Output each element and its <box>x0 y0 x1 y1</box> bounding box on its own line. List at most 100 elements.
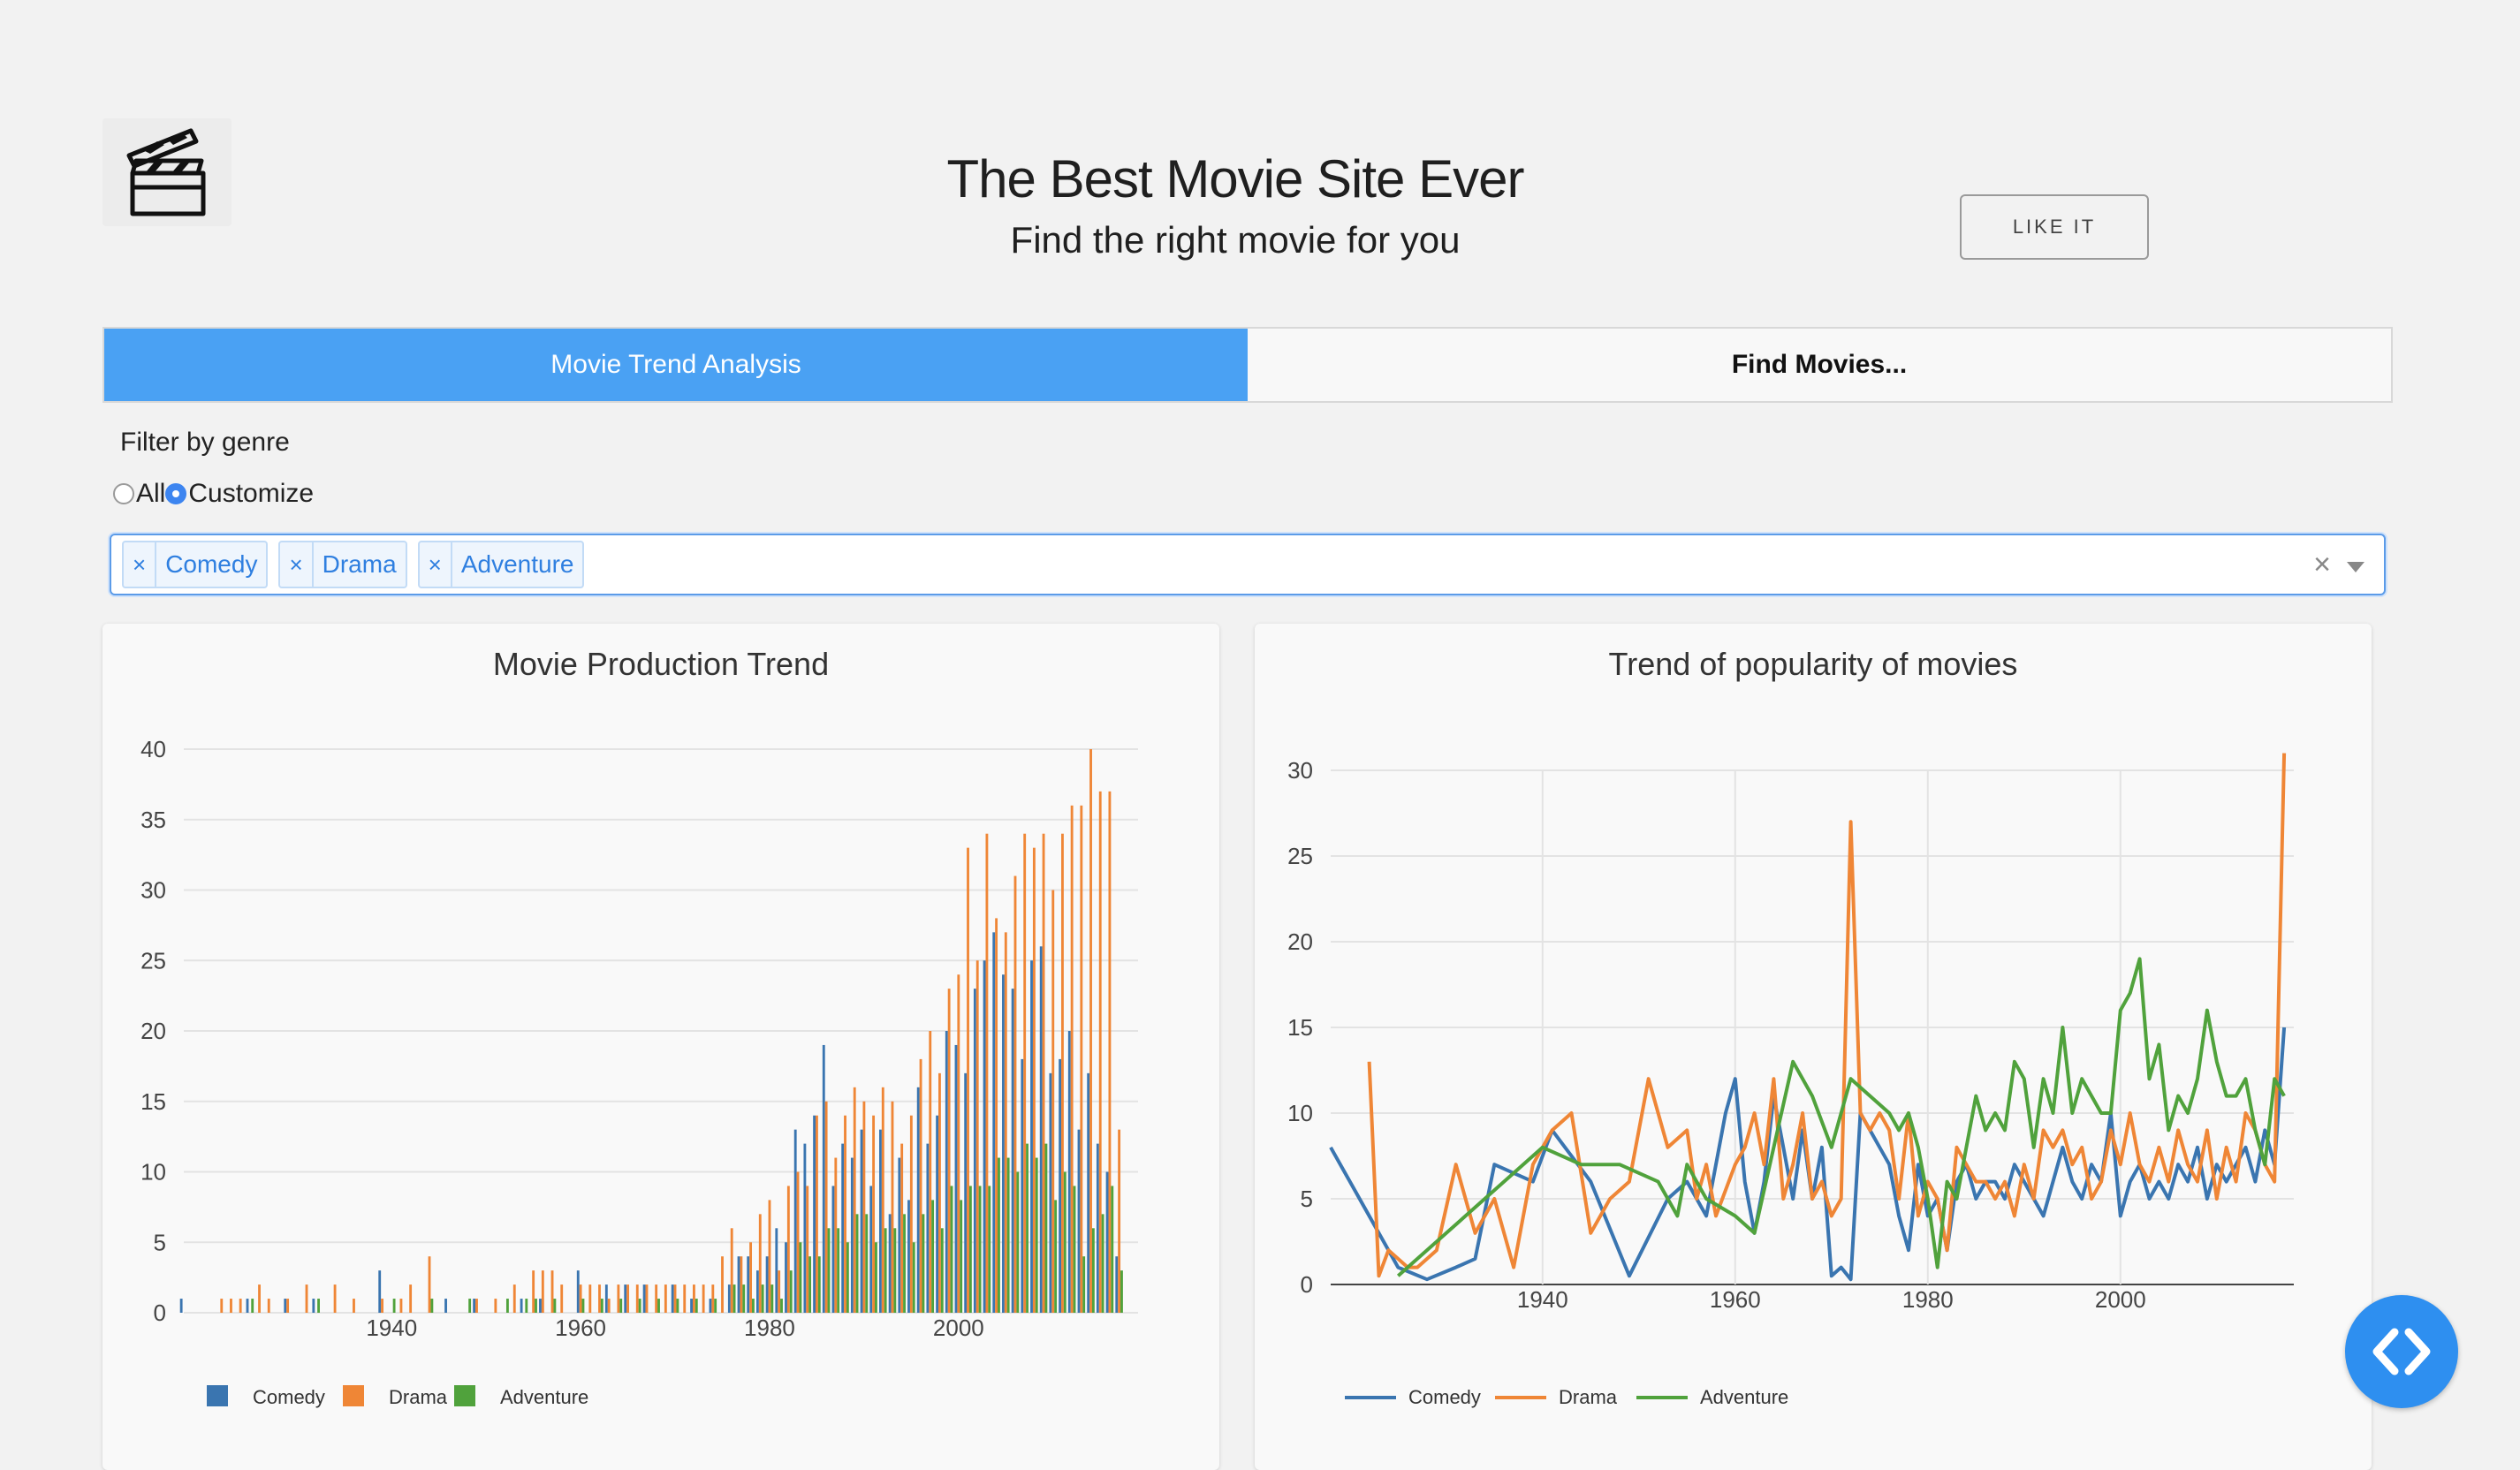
bar-drama[interactable] <box>664 1284 667 1313</box>
bar-comedy[interactable] <box>1067 1031 1071 1313</box>
bar-adventure[interactable] <box>535 1299 537 1313</box>
bar-drama[interactable] <box>541 1270 544 1313</box>
bar-drama[interactable] <box>740 1256 743 1313</box>
line-drama[interactable] <box>1367 753 2287 1278</box>
bar-adventure[interactable] <box>846 1242 849 1313</box>
bar-drama[interactable] <box>550 1270 554 1313</box>
bar-adventure[interactable] <box>1120 1270 1123 1313</box>
like-button[interactable]: LIKE IT <box>1960 194 2149 260</box>
bar-drama[interactable] <box>333 1284 337 1313</box>
bar-drama[interactable] <box>824 1101 828 1313</box>
bar-comedy[interactable] <box>1049 1072 1052 1313</box>
bar-comedy[interactable] <box>898 1157 901 1313</box>
bar-drama[interactable] <box>588 1284 592 1313</box>
bar-drama[interactable] <box>230 1299 232 1313</box>
bar-adventure[interactable] <box>742 1284 746 1313</box>
bar-adventure[interactable] <box>808 1256 812 1313</box>
bar-adventure[interactable] <box>619 1299 623 1313</box>
bar-adventure[interactable] <box>799 1242 802 1313</box>
bar-adventure[interactable] <box>960 1200 963 1313</box>
chip-remove-icon[interactable]: × <box>280 542 314 587</box>
bar-drama[interactable] <box>494 1299 497 1313</box>
bar-drama[interactable] <box>1061 833 1064 1313</box>
chip-remove-icon[interactable]: × <box>124 542 157 587</box>
bar-adventure[interactable] <box>1073 1186 1076 1313</box>
bar-comedy[interactable] <box>992 932 996 1313</box>
bar-drama[interactable] <box>749 1242 753 1313</box>
bar-adventure[interactable] <box>968 1186 972 1313</box>
bar-comedy[interactable] <box>803 1143 807 1313</box>
chip-remove-icon[interactable]: × <box>420 542 452 587</box>
bar-drama[interactable] <box>844 1115 846 1313</box>
bar-drama[interactable] <box>853 1087 856 1313</box>
bar-adventure[interactable] <box>1101 1214 1104 1313</box>
bar-drama[interactable] <box>409 1284 413 1313</box>
bar-drama[interactable] <box>220 1299 224 1313</box>
bar-adventure[interactable] <box>1091 1228 1095 1313</box>
bar-comedy[interactable] <box>793 1129 797 1313</box>
bar-adventure[interactable] <box>676 1299 679 1313</box>
bar-drama[interactable] <box>975 960 979 1313</box>
code-toggle-button[interactable] <box>2345 1295 2458 1408</box>
bar-drama[interactable] <box>1032 847 1036 1313</box>
bar-drama[interactable] <box>267 1299 270 1313</box>
bar-drama[interactable] <box>711 1284 715 1313</box>
bar-drama[interactable] <box>381 1299 383 1313</box>
bar-drama[interactable] <box>957 974 960 1313</box>
bar-comedy[interactable] <box>945 1031 948 1313</box>
bar-drama[interactable] <box>683 1284 687 1313</box>
bar-adventure[interactable] <box>884 1228 887 1313</box>
bar-drama[interactable] <box>985 833 989 1313</box>
bar-adventure[interactable] <box>827 1228 831 1313</box>
bar-drama[interactable] <box>995 918 998 1313</box>
bar-adventure[interactable] <box>789 1270 793 1313</box>
bar-adventure[interactable] <box>931 1200 935 1313</box>
bar-adventure[interactable] <box>988 1186 991 1313</box>
bar-drama[interactable] <box>1004 932 1007 1313</box>
bar-drama[interactable] <box>786 1186 790 1313</box>
bar-comedy[interactable] <box>1039 946 1043 1313</box>
bar-drama[interactable] <box>475 1299 478 1313</box>
tab-movie-trend-analysis[interactable]: Movie Trend Analysis <box>104 329 1248 401</box>
bar-adventure[interactable] <box>581 1299 585 1313</box>
bar-comedy[interactable] <box>860 1129 863 1313</box>
bar-drama[interactable] <box>881 1087 884 1313</box>
radio-all-dot[interactable] <box>113 483 134 504</box>
bar-comedy[interactable] <box>888 1214 892 1313</box>
bar-adventure[interactable] <box>922 1214 925 1313</box>
bar-comedy[interactable] <box>1002 974 1005 1313</box>
bar-comedy[interactable] <box>1115 1256 1119 1313</box>
bar-adventure[interactable] <box>600 1299 603 1313</box>
bar-adventure[interactable] <box>817 1256 821 1313</box>
bar-comedy[interactable] <box>444 1299 447 1313</box>
bar-adventure[interactable] <box>752 1299 755 1313</box>
bar-drama[interactable] <box>1051 890 1055 1314</box>
bar-adventure[interactable] <box>1035 1157 1038 1313</box>
bar-comedy[interactable] <box>312 1299 315 1313</box>
bar-drama[interactable] <box>579 1284 582 1313</box>
bar-drama[interactable] <box>900 1143 904 1313</box>
bar-drama[interactable] <box>702 1284 705 1313</box>
genre-multiselect[interactable]: × Comedy × Drama × Adventure × <box>110 534 2386 595</box>
bar-drama[interactable] <box>929 1031 932 1313</box>
bar-adventure[interactable] <box>714 1299 717 1313</box>
bar-drama[interactable] <box>655 1284 658 1313</box>
bar-comedy[interactable] <box>671 1284 674 1313</box>
bar-adventure[interactable] <box>903 1214 906 1313</box>
bar-drama[interactable] <box>1098 791 1102 1313</box>
bar-comedy[interactable] <box>879 1129 882 1313</box>
bar-comedy[interactable] <box>926 1143 930 1313</box>
bar-adventure[interactable] <box>1063 1171 1066 1314</box>
bar-drama[interactable] <box>806 1186 809 1313</box>
bar-drama[interactable] <box>239 1299 242 1313</box>
legend-item-drama[interactable]: Drama <box>1495 1386 1618 1408</box>
bar-drama[interactable] <box>305 1284 308 1313</box>
bar-comedy[interactable] <box>1030 960 1033 1313</box>
bar-adventure[interactable] <box>392 1299 396 1313</box>
bar-comedy[interactable] <box>869 1186 873 1313</box>
bar-drama[interactable] <box>1108 791 1112 1313</box>
bar-comedy[interactable] <box>737 1256 740 1313</box>
bar-drama[interactable] <box>532 1270 535 1313</box>
bar-comedy[interactable] <box>936 1115 939 1313</box>
bar-drama[interactable] <box>768 1200 771 1313</box>
